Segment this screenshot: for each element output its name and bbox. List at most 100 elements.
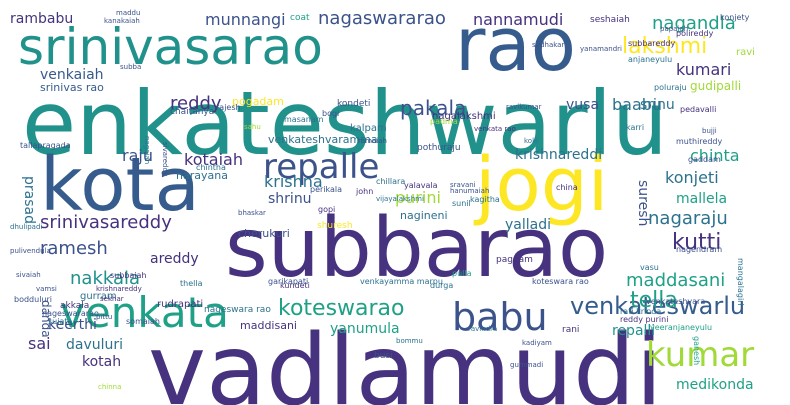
word-tulasi: bujji	[702, 127, 717, 135]
word-medikonda: medikonda	[676, 377, 754, 393]
word-chintha: kagitha	[470, 195, 500, 204]
word-nageswara-rao: nageswara rao	[204, 305, 271, 315]
word-gummadi: krishnareddy	[96, 285, 142, 293]
word-gudipalli: gudipalli	[690, 79, 742, 93]
word-krishna: krishna	[264, 172, 323, 191]
word-maddu: mangalagiri	[736, 258, 745, 306]
word-pogadam: pogadam	[232, 95, 284, 108]
word-subbareddy: anjaneyulu	[628, 55, 673, 64]
word-akkala: akkala	[60, 301, 90, 311]
word-chinta: chinta	[690, 146, 740, 165]
word-nagineni: nagineni	[400, 209, 448, 222]
word-seshaiah: seshaiah	[590, 15, 630, 25]
word-ramesh: ramesh	[40, 238, 108, 259]
word-garikapati: somaiah	[126, 317, 160, 326]
word-nageswararao: bodduluri	[14, 295, 53, 304]
word-sudhakar: sivareddy	[161, 142, 169, 177]
word-chaitanya: chaitanya	[170, 107, 215, 117]
word-hanumaiah: sravani	[450, 181, 476, 189]
word-koteswarao: koteswarao	[278, 296, 405, 321]
word-rao: rao	[455, 2, 577, 88]
word-venkateswarlu: venkateswarlu	[570, 292, 746, 320]
word-raju: raju	[122, 146, 153, 165]
word-kumar: kumar	[646, 335, 755, 375]
word-prasad: prasad	[21, 176, 37, 224]
word-kotaiah: kotaiah	[184, 150, 243, 169]
word-pakala: pakala	[400, 96, 467, 120]
word-dhulipadi: sivaiah	[16, 271, 41, 279]
word-anjaneyulu: chillara	[376, 177, 406, 186]
word-rani: rani	[562, 325, 580, 335]
word-srinivas-rao: srinivas rao	[40, 81, 104, 94]
word-kotah: kotah	[82, 354, 122, 370]
word-yalladi: yalladi	[505, 217, 551, 233]
word-subbarao: subbarao	[225, 201, 609, 296]
word-pothuraju: pothuraju	[417, 143, 461, 153]
word-krishnareddi: krishnareddi	[515, 147, 603, 163]
word-baabu: baabu	[612, 95, 663, 114]
word-masanam: vasu	[640, 263, 659, 272]
word-kutti: kutti	[672, 230, 722, 255]
word-vijayalakshmi: sekhar	[100, 295, 124, 303]
word-venkata: venkata	[60, 288, 229, 337]
word-bodduluri: rati krinda	[620, 307, 662, 316]
word-ramaiah: venkata rao	[474, 125, 516, 133]
word-davuluri: davuluri	[66, 337, 124, 353]
word-konjeti: konjeti	[665, 168, 719, 187]
word-subbaiah: subbaiah	[110, 271, 147, 280]
word-sahu: bhaskar	[238, 209, 266, 217]
word-papaiah: kanakaiah	[104, 17, 140, 25]
word-karri: bogi	[322, 109, 340, 118]
word-chillara: yalavala	[404, 181, 438, 190]
word-china: perikala	[310, 185, 343, 194]
word-venkaiah: venkaiah	[40, 67, 104, 83]
word-nagendram: muthireddy	[676, 137, 723, 146]
word-areddy: areddy	[150, 251, 199, 267]
word-kondeti: kondeti	[337, 99, 371, 109]
word-jogi: jogi	[475, 142, 609, 228]
word-sravani: ravindra	[468, 325, 498, 333]
word-kumari: kumari	[676, 60, 732, 79]
word-pittu: chinna	[98, 383, 122, 391]
word-mallela: mallela	[676, 191, 728, 207]
word-venkata-rao: ravikumar	[506, 103, 542, 111]
word-maddisani: maddisani	[240, 319, 297, 332]
word-rambabu: rambabu	[10, 11, 74, 27]
word-busi: busi	[374, 351, 393, 361]
word-lakshmi: lakshmi	[622, 34, 708, 59]
word-srinivasarao: srinivasarao	[18, 18, 323, 76]
word-venkateshvaramma: venkateshvaramma	[268, 133, 378, 146]
word-purini: purini	[395, 188, 441, 207]
word-cherukuri: cherukuri	[238, 227, 290, 240]
word-gurram: gurram	[80, 291, 117, 302]
word-subba: sahu	[244, 123, 261, 131]
word-narayana: narayana	[176, 169, 228, 182]
word-nagalakshmi: nagalakshmi	[432, 111, 496, 122]
word-bommu: vamsi	[36, 285, 57, 293]
word-shrinu: shrinu	[268, 191, 312, 207]
word-veeranjaneyulu: reddy purini	[620, 315, 669, 324]
word-kalpam: kalpam	[350, 123, 387, 134]
word-ravi: ravi	[736, 47, 755, 58]
word-sai: sai	[28, 334, 51, 353]
word-nagandla: nagandla	[652, 13, 736, 34]
word-sivareddy: nagaiah	[143, 136, 151, 165]
word-reddy-purini: venkateshvara	[646, 297, 706, 306]
word-gopi: chintha	[196, 163, 226, 172]
word-yalavala: ganesh	[692, 336, 701, 366]
word-kolli: ramaiah	[358, 137, 387, 145]
word-nakkala: nakkala	[70, 268, 141, 289]
word-venkayamma-marpu: garikapati	[268, 277, 309, 286]
word-nagaswararao: nagaswararao	[318, 8, 446, 29]
word-chinna: bommu	[396, 337, 423, 345]
word-sujata: nageswararao	[42, 309, 99, 318]
word-enkateshwarlu: enkateshwarlu	[22, 72, 668, 175]
word-suresh: suresh	[635, 180, 651, 227]
word-pedavalli: poluraju	[654, 83, 687, 92]
word-nannamudi: nannamudi	[473, 10, 564, 29]
word-mangalagiri: veeranjaneyulu	[650, 323, 713, 332]
word-nagaraju: nagaraju	[648, 208, 728, 229]
word-sekhar: pittu	[96, 313, 113, 321]
word-yanamandri: hanumaiah	[450, 187, 490, 195]
word-gaddam: pedavalli	[680, 105, 717, 114]
